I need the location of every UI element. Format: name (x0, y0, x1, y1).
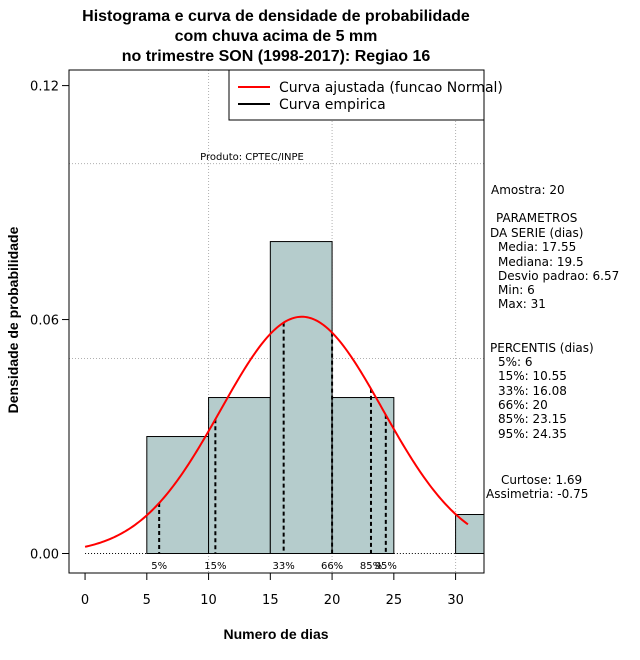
x-tick-label: 15 (262, 593, 279, 608)
stat-sd: Desvio padrao: 6.57 (498, 269, 619, 283)
product-label: Produto: CPTEC/INPE (200, 152, 304, 163)
x-axis: 0 5 10 15 20 25 30 (81, 572, 464, 608)
stat-p15: 15%: 10.55 (498, 369, 567, 383)
params-subtitle: DA SERIE (dias) (490, 226, 583, 240)
stats-panel: Amostra: 20 PARAMETROS DA SERIE (dias) M… (486, 183, 619, 501)
stat-max: Max: 31 (498, 297, 546, 311)
normal-curve (84, 315, 469, 548)
stat-p5: 5%: 6 (498, 355, 533, 369)
legend-label-normal: Curva ajustada (funcao Normal) (279, 80, 503, 96)
stat-p85: 85%: 23.15 (498, 412, 567, 426)
stat-p66: 66%: 20 (498, 398, 548, 412)
normal-curve-layer (84, 315, 469, 548)
percentile-label: 33% (273, 561, 295, 572)
percentile-lines (158, 322, 387, 554)
stat-min: Min: 6 (498, 283, 535, 297)
histogram-bar (269, 241, 333, 555)
y-axis-label: Densidade de probabilidade (5, 226, 21, 413)
y-tick-label: 0.06 (30, 314, 59, 329)
y-axis: 0.00 0.06 0.12 (30, 80, 69, 563)
x-axis-label: Numero de dias (223, 626, 328, 642)
x-tick-label: 25 (386, 593, 403, 608)
chart-title-line-2: com chuva acima de 5 mm (175, 28, 378, 45)
sample-size: Amostra: 20 (491, 183, 565, 197)
percentile-label: 95% (375, 561, 397, 572)
chart-title-line-3: no trimestre SON (1998-2017): Regiao 16 (122, 48, 431, 65)
percentile-label: 15% (204, 561, 226, 572)
y-tick-label: 0.00 (30, 548, 59, 563)
percentiles-title: PERCENTIS (dias) (490, 341, 594, 355)
percentile-label: 66% (321, 561, 343, 572)
histogram-bar (331, 397, 395, 555)
y-tick-label: 0.12 (30, 80, 59, 95)
stat-kurtosis: Curtose: 1.69 (501, 473, 582, 487)
stat-p33: 33%: 16.08 (498, 384, 567, 398)
stat-mean: Media: 17.55 (498, 240, 576, 254)
legend-label-empirical: Curva empirica (279, 97, 386, 113)
x-tick-label: 5 (143, 593, 151, 608)
params-title: PARAMETROS (496, 211, 577, 225)
stat-median: Mediana: 19.5 (498, 255, 584, 269)
histogram-bar (146, 436, 210, 555)
stat-skewness: Assimetria: -0.75 (486, 487, 588, 501)
percentile-label: 5% (151, 561, 167, 572)
legend-box (228, 69, 485, 121)
histogram-bar (208, 397, 271, 555)
x-tick-label: 0 (81, 593, 89, 608)
x-tick-label: 10 (200, 593, 217, 608)
chart-title-line-1: Histograma e curva de densidade de proba… (82, 8, 470, 25)
histogram-bar (455, 514, 484, 555)
stat-p95: 95%: 24.35 (498, 427, 567, 441)
x-tick-label: 20 (324, 593, 341, 608)
x-tick-label: 30 (447, 593, 464, 608)
percentile-label: 85% (360, 561, 382, 572)
histogram-bars (85, 241, 484, 555)
legend: Curva ajustada (funcao Normal) Curva emp… (228, 69, 503, 121)
